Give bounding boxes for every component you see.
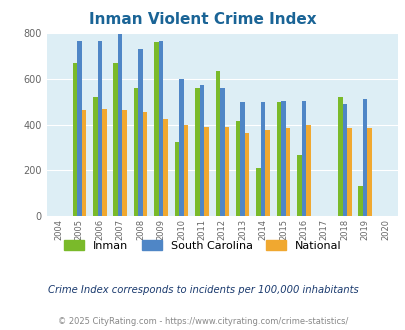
Bar bbox=[158, 41, 163, 216]
Bar bbox=[260, 102, 265, 216]
Bar bbox=[97, 41, 102, 216]
Bar bbox=[240, 102, 244, 216]
Bar bbox=[281, 101, 285, 216]
Bar bbox=[81, 110, 86, 216]
Bar bbox=[367, 128, 371, 216]
Bar bbox=[143, 112, 147, 216]
Bar bbox=[199, 84, 204, 216]
Text: © 2025 CityRating.com - https://www.cityrating.com/crime-statistics/: © 2025 CityRating.com - https://www.city… bbox=[58, 317, 347, 326]
Text: Inman Violent Crime Index: Inman Violent Crime Index bbox=[89, 12, 316, 26]
Bar bbox=[301, 101, 305, 216]
Bar bbox=[296, 155, 301, 216]
Bar bbox=[174, 142, 179, 216]
Bar bbox=[118, 34, 122, 216]
Bar bbox=[224, 127, 228, 216]
Bar bbox=[138, 49, 143, 216]
Legend: Inman, South Carolina, National: Inman, South Carolina, National bbox=[60, 236, 345, 255]
Text: Crime Index corresponds to incidents per 100,000 inhabitants: Crime Index corresponds to incidents per… bbox=[47, 285, 358, 295]
Bar bbox=[195, 88, 199, 216]
Bar bbox=[134, 88, 138, 216]
Bar bbox=[163, 119, 167, 216]
Bar bbox=[358, 186, 362, 216]
Bar bbox=[183, 124, 188, 216]
Bar bbox=[102, 109, 106, 216]
Bar bbox=[285, 128, 290, 216]
Bar bbox=[154, 42, 158, 216]
Bar bbox=[346, 128, 351, 216]
Bar bbox=[179, 79, 183, 216]
Bar bbox=[337, 97, 342, 216]
Bar bbox=[362, 99, 367, 216]
Bar bbox=[122, 110, 127, 216]
Bar bbox=[77, 41, 81, 216]
Bar bbox=[93, 97, 97, 216]
Bar bbox=[256, 168, 260, 216]
Bar bbox=[113, 63, 118, 216]
Bar bbox=[220, 88, 224, 216]
Bar bbox=[204, 127, 208, 216]
Bar bbox=[305, 124, 310, 216]
Bar bbox=[276, 102, 281, 216]
Bar bbox=[215, 71, 220, 216]
Bar bbox=[235, 121, 240, 216]
Bar bbox=[244, 133, 249, 216]
Bar bbox=[342, 104, 346, 216]
Bar bbox=[72, 63, 77, 216]
Bar bbox=[265, 130, 269, 216]
